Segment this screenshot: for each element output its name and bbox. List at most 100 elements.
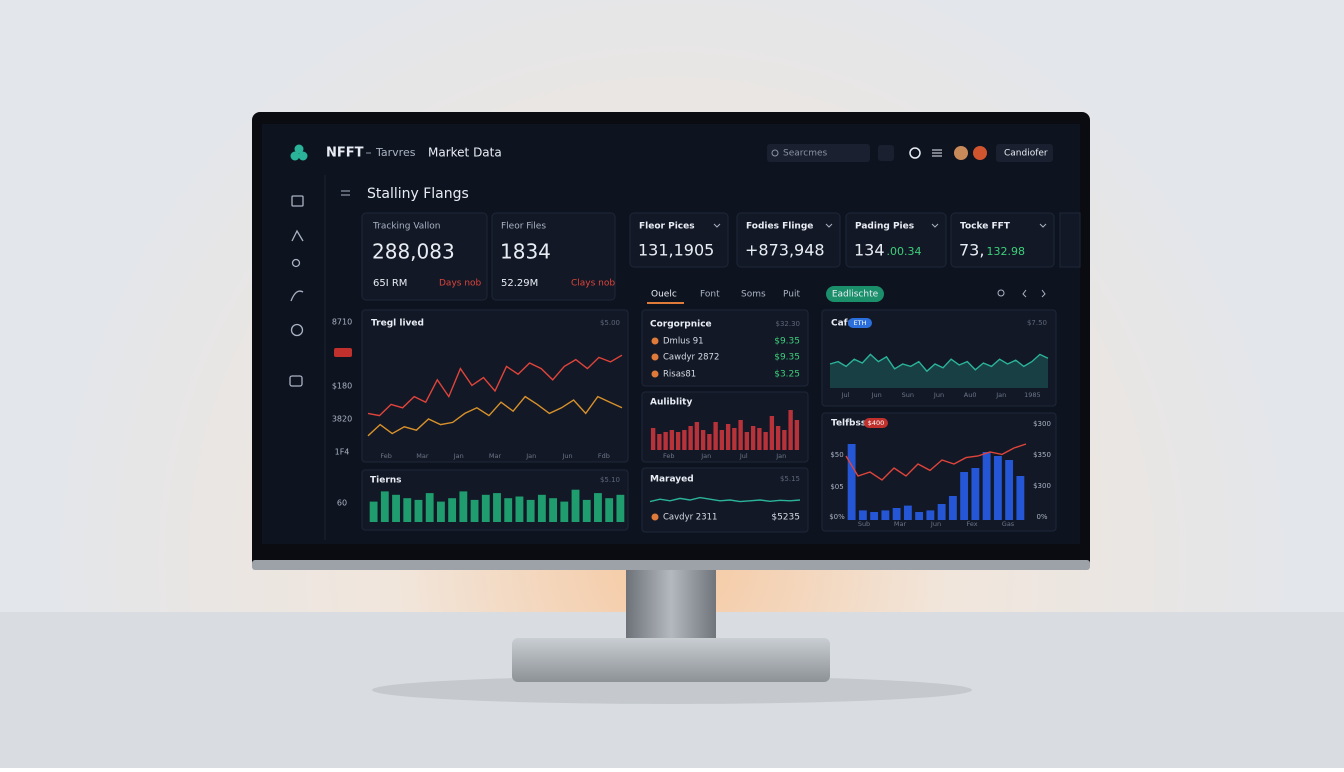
list-dot [651,337,659,345]
bar [515,496,524,522]
price-label: Fodies Flinge [746,222,813,232]
list-title: Corgorpnice [650,320,712,330]
bar [657,434,662,450]
bar [380,491,389,522]
axis-label: 8710 [332,318,352,327]
bar [881,510,890,520]
sidebar-icons[interactable] [289,195,304,387]
chart-corner: $7.50 [1027,319,1047,327]
axis-label: 3820 [332,415,352,424]
account-name: Candiofer [1004,149,1048,159]
bar [392,494,400,522]
chart-corner: $5.15 [780,475,800,483]
x-label: Feb [380,452,392,460]
avatar[interactable] [973,146,987,160]
list-value: $5235 [771,513,800,523]
bar [738,420,743,450]
axis-label: $180 [332,382,352,391]
line [649,496,801,503]
bar [594,493,602,522]
y-label: 0% [1036,513,1047,521]
axis-label: 1F4 [335,448,350,457]
list-name[interactable]: Cavdyr 2311 [663,513,717,523]
price-card-partial [1059,212,1081,268]
action-label[interactable]: Eadlischte [832,290,879,300]
monitor-edge [252,560,1090,570]
list-name[interactable]: Cawdyr 2872 [663,353,719,363]
bar [537,494,546,522]
search-placeholder: Searcmes [783,149,828,159]
bar [847,444,856,520]
bar [993,456,1002,520]
bar [616,494,625,522]
axis-labels: 8710 $180 3820 1F4 60 [332,318,352,508]
chart-corner: $5.00 [600,319,620,327]
bar [650,428,656,450]
bar [688,426,693,450]
icon-button[interactable] [909,147,921,159]
stat-change: Clays nob [571,279,615,289]
tab[interactable]: Ouelc [651,290,677,300]
bar [436,501,445,522]
list-name[interactable]: Dmlus 91 [663,337,704,347]
bar [504,498,513,522]
bar [682,430,687,450]
avatar[interactable] [954,146,968,160]
red-pill [334,348,352,357]
bar [549,498,558,522]
search-box[interactable] [767,144,870,162]
menu-icon[interactable] [932,149,942,157]
bar [788,410,793,450]
chevron[interactable] [931,223,939,228]
tab[interactable]: Puit [783,290,800,300]
badge-label: ETH [854,319,867,327]
bar [971,468,980,520]
price-label: Tocke FFT [960,222,1011,232]
x-label: Jan [995,391,1006,399]
x-label: 1985 [1024,391,1041,399]
bar [892,508,901,520]
bar [982,452,991,520]
chevron[interactable] [1039,223,1047,228]
breadcrumb[interactable]: Market Data [428,146,502,160]
list-name[interactable]: Risas81 [663,370,696,380]
bar [448,498,457,522]
stat-value: 288,083 [372,240,455,264]
price-change: 132.98 [986,245,1025,258]
chevron[interactable] [713,223,721,228]
bar [669,430,675,450]
stat-card [361,212,488,301]
bar [571,489,580,522]
tabs: Ouelc Font Soms Puit [651,290,800,300]
price-label: Fleor Pices [639,222,695,232]
tab[interactable]: Soms [741,290,766,300]
x-label: Jan [700,452,711,460]
bar [707,434,712,450]
panel [821,309,1057,407]
bar [605,498,614,522]
x-label: Jun [561,452,572,460]
chevron[interactable] [825,223,833,228]
x-label: Jan [775,452,786,460]
icon-button[interactable] [878,145,894,161]
account-menu[interactable] [996,144,1053,162]
y-label: $05 [830,483,843,491]
bar [926,510,935,520]
search-icon [771,149,779,157]
price-cards: Fleor Pices 131,1905 Fodies Flinge +873,948… [629,212,1055,268]
toolbar-icons[interactable] [997,289,1046,298]
bar [700,430,706,450]
bar [903,505,912,520]
x-label: Mar [489,452,502,460]
tab[interactable]: Font [700,290,720,300]
breadcrumb[interactable]: Tarvres [375,146,416,159]
line [845,443,1027,481]
list-dot [651,353,659,361]
x-label: Gas [1002,520,1015,528]
charts: Tregl lived $5.00 Feb Mar Jan Mar Jan Jun Fdb Tie… [367,318,1051,528]
x-label: Jul [739,452,748,460]
action-button[interactable] [826,286,884,302]
bar [744,432,750,450]
price-value: 134 [854,241,885,260]
